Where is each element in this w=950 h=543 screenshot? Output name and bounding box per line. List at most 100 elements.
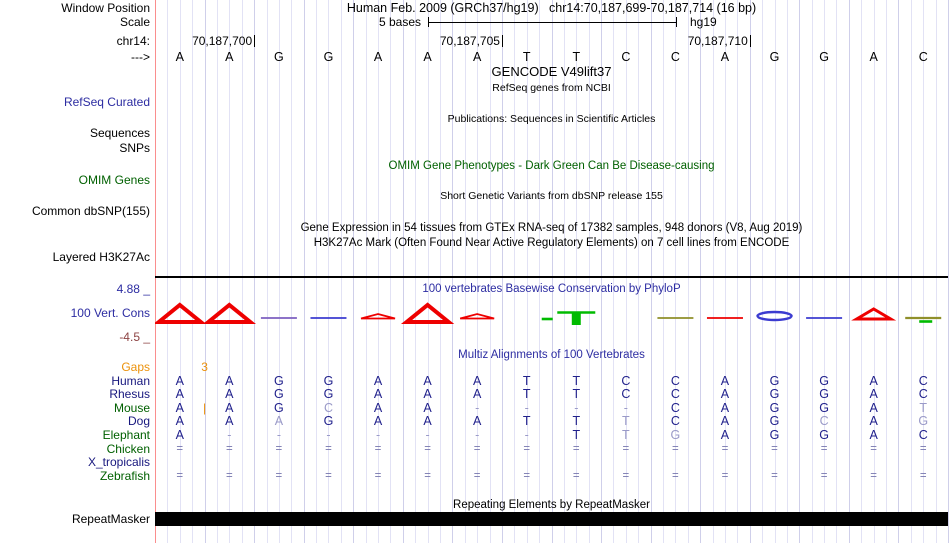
track-label-layered-h3k27ac[interactable]: Layered H3K27Ac bbox=[52, 250, 150, 264]
alignment-row-zebrafish[interactable]: Zebrafish = = = = = = = = = = = = = = = = bbox=[0, 468, 950, 484]
track-title-phylop[interactable]: 100 vertebrates Basewise Conservation by… bbox=[422, 283, 681, 295]
track-title-dbsnp[interactable]: Short Genetic Variants from dbSNP releas… bbox=[440, 190, 663, 202]
alignment-base: = bbox=[523, 469, 531, 482]
alignment-cells: = = = = = = = = = = = = = = = = bbox=[155, 470, 948, 484]
alignment-cells bbox=[155, 456, 948, 470]
grid-line bbox=[712, 0, 714, 543]
reference-base: A bbox=[373, 50, 383, 64]
track-title-publications[interactable]: Publications: Sequences in Scientific Ar… bbox=[447, 113, 656, 125]
track-label-omim-genes[interactable]: OMIM Genes bbox=[78, 173, 150, 187]
alignment-base: A bbox=[225, 414, 234, 429]
grid-line bbox=[824, 0, 826, 543]
ruler-tick bbox=[749, 35, 751, 47]
grid-line bbox=[216, 0, 218, 543]
alignment-base bbox=[700, 456, 750, 470]
alignment-base bbox=[799, 456, 849, 470]
alignment-base: T bbox=[572, 428, 581, 442]
alignment-base: G bbox=[274, 373, 284, 388]
alignment-base bbox=[452, 456, 502, 470]
alignment-base: G bbox=[323, 387, 334, 402]
alignment-base: G bbox=[769, 373, 780, 388]
alignment-base: = bbox=[374, 469, 382, 482]
strand-label: ---> bbox=[131, 50, 150, 64]
alignment-base: G bbox=[769, 387, 780, 402]
alignment-base: - bbox=[227, 428, 232, 442]
repeat-element-bar[interactable] bbox=[155, 512, 948, 526]
alignment-base: C bbox=[621, 373, 631, 388]
alignment-base: C bbox=[670, 387, 680, 402]
alignment-base: C bbox=[918, 387, 928, 402]
ruler-tick-label: 70,187,700 bbox=[192, 34, 253, 48]
alignment-base bbox=[898, 456, 948, 470]
alignment-base: - bbox=[375, 428, 381, 442]
track-title-gtex[interactable]: Gene Expression in 54 tissues from GTEx … bbox=[300, 222, 803, 234]
track-title-multiz[interactable]: Multiz Alignments of 100 Vertebrates bbox=[458, 349, 645, 361]
alignment-base: C bbox=[819, 414, 829, 429]
reference-base: C bbox=[670, 50, 680, 64]
track-title-gencode[interactable]: GENCODE V49lift37 bbox=[491, 64, 612, 79]
track-title-omim[interactable]: OMIM Gene Phenotypes - Dark Green Can Be… bbox=[388, 160, 715, 172]
alignment-base: G bbox=[769, 414, 780, 429]
track-label-refseq-curated[interactable]: RefSeq Curated bbox=[63, 95, 150, 109]
track-label-common-dbsnp[interactable]: Common dbSNP(155) bbox=[31, 204, 150, 218]
grid-line bbox=[192, 0, 194, 543]
alignment-cells: = = = = = = = = = = = = = = = = bbox=[155, 443, 948, 457]
species-label[interactable]: Mouse bbox=[113, 400, 150, 415]
alignment-base: T bbox=[522, 414, 531, 429]
alignment-base: A bbox=[423, 414, 432, 429]
grid-line bbox=[675, 0, 677, 543]
alignment-base: G bbox=[819, 387, 829, 402]
alignment-base: T bbox=[572, 373, 581, 388]
species-label[interactable]: Rhesus bbox=[109, 387, 150, 402]
alignment-base: A bbox=[373, 373, 383, 388]
alignment-base: A bbox=[423, 373, 432, 388]
grid-line bbox=[167, 0, 169, 543]
alignment-row-chicken[interactable]: Chicken = = = = = = = = = = = = = = = = bbox=[0, 441, 950, 457]
alignment-base: A bbox=[720, 387, 730, 402]
species-label[interactable]: Elephant bbox=[102, 428, 150, 442]
alignment-row-elephant[interactable]: Elephant A - - - - - - - T T G A G G A C bbox=[0, 428, 950, 443]
alignment-row-dog[interactable]: Dog A A A G A A A T T T C A G C A G bbox=[0, 415, 950, 429]
alignment-base: A bbox=[175, 414, 184, 429]
alignment-base: A bbox=[175, 373, 184, 388]
alignment-row-rhesus[interactable]: Rhesus A A G G A A A T T C C A G G A C bbox=[0, 388, 950, 402]
alignment-row-x_tropicalis[interactable]: X_tropicalis bbox=[0, 456, 950, 470]
alignment-base bbox=[205, 456, 255, 470]
alignment-row-gaps[interactable]: Gaps 3 bbox=[0, 360, 950, 375]
species-label[interactable]: X_tropicalis bbox=[87, 455, 150, 470]
alignment-row-human[interactable]: Human A A G G A A A T T C C A G G A C bbox=[0, 373, 950, 389]
grid-line bbox=[489, 0, 491, 543]
grid-line bbox=[551, 0, 553, 543]
species-label[interactable]: Chicken bbox=[106, 441, 150, 456]
grid-line bbox=[291, 0, 293, 543]
assembly-label: hg19 bbox=[690, 15, 717, 29]
species-label[interactable]: Human bbox=[111, 373, 150, 388]
grid-line bbox=[241, 0, 243, 543]
track-subtitle-refseq[interactable]: RefSeq genes from NCBI bbox=[492, 82, 611, 94]
track-label-repeatmasker[interactable]: RepeatMasker bbox=[71, 512, 150, 526]
track-label-vert-cons[interactable]: 100 Vert. Cons bbox=[70, 306, 150, 320]
grid-line bbox=[700, 0, 702, 543]
track-title-h3k27ac[interactable]: H3K27Ac Mark (Often Found Near Active Re… bbox=[313, 237, 790, 249]
track-title-repeatmasker[interactable]: Repeating Elements by RepeatMasker bbox=[453, 499, 650, 511]
grid-line bbox=[898, 0, 900, 543]
alignment-base: = bbox=[225, 442, 233, 455]
alignment-base: = bbox=[572, 469, 580, 482]
alignment-row-mouse[interactable]: Mouse A A G C A A - - - - C A G G A T | bbox=[0, 400, 950, 416]
alignment-base: T bbox=[572, 414, 581, 429]
grid-line bbox=[576, 0, 578, 543]
grid-line bbox=[427, 0, 429, 543]
phylop-axis-min: -4.5 _ bbox=[119, 330, 150, 344]
grid-line bbox=[439, 0, 441, 543]
species-label[interactable]: Zebrafish bbox=[99, 468, 150, 483]
scale-label: Scale bbox=[119, 15, 150, 29]
track-label-snps[interactable]: SNPs bbox=[119, 141, 150, 155]
phylop-wiggle-plot[interactable] bbox=[155, 297, 948, 337]
grid-line bbox=[762, 0, 764, 543]
phylop-shape bbox=[360, 313, 396, 320]
track-label-sequences[interactable]: Sequences bbox=[89, 126, 150, 140]
species-label[interactable]: Dog bbox=[127, 414, 150, 429]
